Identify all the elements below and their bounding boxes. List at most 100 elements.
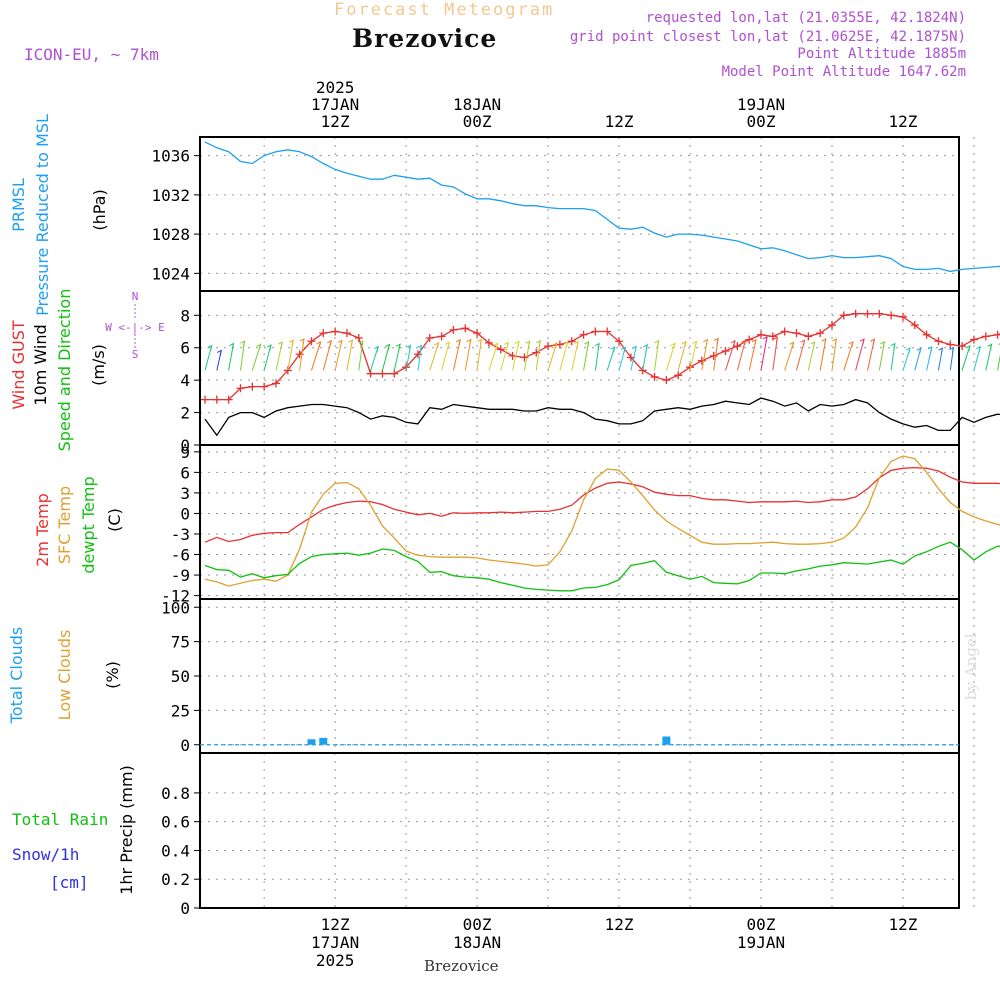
gust-marker xyxy=(248,382,257,391)
gust-marker xyxy=(496,345,505,354)
y-tick-label: 1028 xyxy=(151,225,190,244)
y-tick-label: 0.2 xyxy=(161,870,190,889)
y-tick-label: 3 xyxy=(180,484,190,503)
pressure-label-1: PRMSL xyxy=(9,178,28,232)
model-altitude: Model Point Altitude 1647.62m xyxy=(721,64,966,80)
y-tick-label: 4 xyxy=(180,371,190,390)
clouds-unit: (%) xyxy=(103,661,122,689)
gust-marker xyxy=(271,379,280,388)
wind-arrow xyxy=(796,340,806,371)
y-tick-label: 0 xyxy=(180,899,190,918)
gust-marker xyxy=(958,342,967,351)
wind-compass: N W <-|-> E S xyxy=(105,290,165,361)
gust-marker xyxy=(615,337,624,346)
wind-arrow xyxy=(346,340,353,371)
gust-marker xyxy=(319,329,328,338)
wind-arrow xyxy=(310,341,322,371)
wind-arrow xyxy=(819,338,827,371)
wind-arrow xyxy=(736,340,746,371)
gust-marker xyxy=(887,311,896,320)
panel-frame xyxy=(199,752,960,909)
gust-marker xyxy=(792,329,801,338)
wind10m-line xyxy=(204,397,1000,437)
top-time-label: 00Z xyxy=(747,112,776,131)
bottom-time-label: 12Z xyxy=(605,915,634,934)
wind-arrow-head xyxy=(395,343,401,350)
wind-arrow-head xyxy=(631,345,637,352)
wind-arrow-head xyxy=(417,344,423,351)
wind-arrow-head xyxy=(444,341,450,348)
gust-marker xyxy=(650,372,659,381)
y-tick-label: 0 xyxy=(180,504,190,523)
gust-marker xyxy=(449,325,458,334)
panel-clouds: 0 25 50 75 100 xyxy=(161,598,960,755)
panel-precip: 0 0.2 0.4 0.6 0.8 xyxy=(161,752,960,918)
wind-arrow xyxy=(287,340,294,371)
wind-arrow xyxy=(299,338,305,371)
bottom-time-label: 18JAN xyxy=(453,933,501,952)
gust-marker xyxy=(827,321,836,330)
wind-arrow-head xyxy=(373,345,379,352)
gust-marker xyxy=(674,371,683,380)
wind-arrow xyxy=(334,340,343,371)
wind-arrow xyxy=(713,338,719,371)
wind-arrow-head xyxy=(573,340,579,347)
point-altitude: Point Altitude 1885m xyxy=(797,46,966,62)
wind-arrow-head xyxy=(762,335,768,342)
y-tick-label: -3 xyxy=(171,525,190,544)
wind-arrow-head xyxy=(848,340,854,347)
gust-marker xyxy=(425,334,434,343)
pressure-unit: (hPa) xyxy=(90,189,109,230)
gust-marker xyxy=(910,321,919,330)
wind-arrow-head xyxy=(256,343,262,350)
wind-arrow xyxy=(760,336,768,371)
gust-marker xyxy=(544,342,553,351)
wind-arrow-head xyxy=(584,340,590,347)
gust-label: Wind GUST xyxy=(9,320,28,410)
compass-north: N xyxy=(132,290,139,303)
wind-arrow-head xyxy=(327,339,332,346)
gust-marker xyxy=(768,332,777,341)
wind-arrow-head xyxy=(477,338,483,345)
gust-marker xyxy=(934,337,943,346)
wind-arrow-head xyxy=(406,344,412,351)
gust-marker xyxy=(224,395,233,404)
watermark: by Angel xyxy=(962,633,980,700)
wind-arrow-head xyxy=(681,340,687,347)
gust-marker xyxy=(260,382,269,391)
wind-arrow-head xyxy=(266,344,272,351)
wind-arrow-head xyxy=(536,339,542,346)
requested-coords: requested lon,lat (21.0355E, 42.1824N) xyxy=(645,10,966,26)
gust-marker xyxy=(745,335,754,344)
gust-marker xyxy=(354,334,363,343)
wind-arrow-head xyxy=(466,338,472,345)
panel-pressure: 1024 1028 1032 1036 xyxy=(151,136,960,292)
y-tick-label: 1024 xyxy=(151,264,190,283)
top-time-label: 17JAN xyxy=(311,95,359,114)
wind-arrow-head xyxy=(288,339,294,346)
wind-arrow xyxy=(452,339,461,371)
dewpt-label: dewpt Temp xyxy=(79,476,98,573)
y-tick-label: 2 xyxy=(180,404,190,423)
wind-arrow xyxy=(701,339,708,371)
top-time-label: 12Z xyxy=(321,112,350,131)
gust-marker xyxy=(946,340,955,349)
y-tick-label: 8 xyxy=(180,306,190,325)
panel-frame xyxy=(199,136,960,292)
gust-marker xyxy=(804,332,813,341)
rain-label: Total Rain xyxy=(12,810,108,829)
cloud-bar xyxy=(662,736,671,745)
wind-arrow-head xyxy=(348,339,354,346)
y-tick-label: 0.8 xyxy=(161,784,190,803)
gust-marker xyxy=(603,327,612,336)
low-clouds-label: Low Clouds xyxy=(55,630,74,721)
wind-arrow-head xyxy=(692,340,698,347)
gust-marker xyxy=(201,395,209,404)
wind-arrow-head xyxy=(821,338,827,345)
wind-arrow xyxy=(547,342,558,371)
y-tick-label: 75 xyxy=(171,633,190,652)
bottom-time-label: 17JAN xyxy=(311,933,359,952)
wind-arrow xyxy=(784,342,795,371)
temp2m-label: 2m Temp xyxy=(33,493,52,567)
wind-arrow-head xyxy=(621,346,626,353)
